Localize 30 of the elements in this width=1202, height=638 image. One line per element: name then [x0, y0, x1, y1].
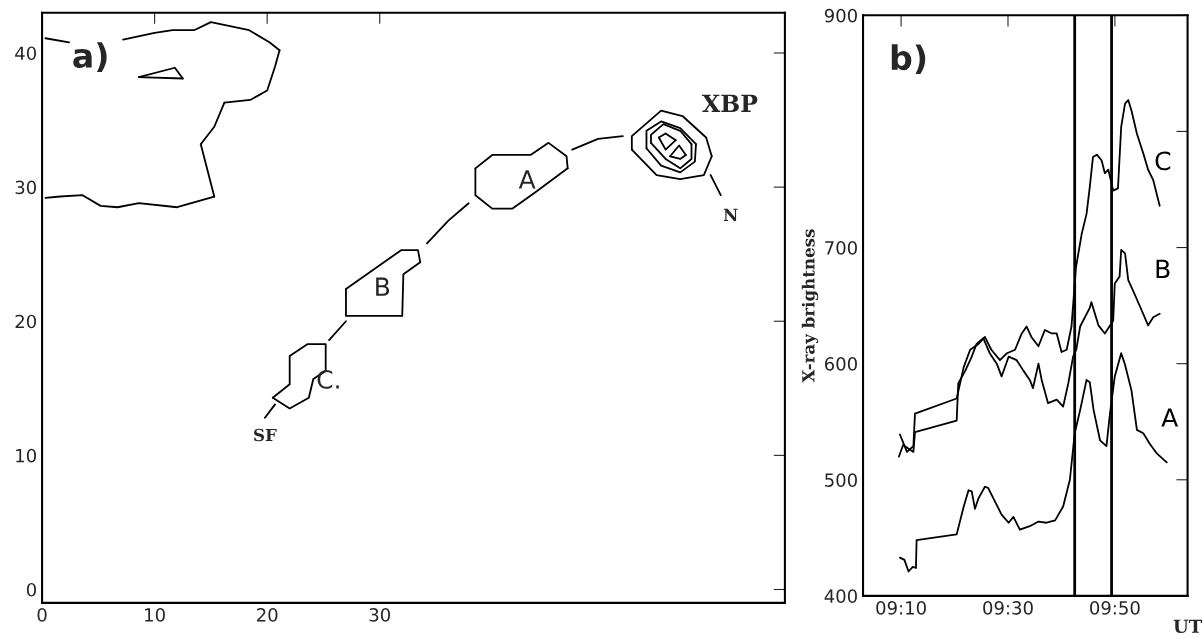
y-tick-label: 900	[824, 8, 857, 23]
annotation: SF	[254, 428, 277, 442]
y-tick-label: 400	[824, 589, 857, 604]
y-tick-label: 500	[825, 473, 857, 487]
annotation: B	[376, 277, 390, 296]
series-label: C	[1155, 151, 1171, 171]
annotation: A	[518, 170, 536, 189]
x-tick-label: 09:30	[983, 601, 1033, 615]
annotation: N	[723, 208, 738, 221]
y-tick-label: 700	[825, 241, 857, 255]
annotation: C.	[317, 369, 339, 389]
annotation: XBP	[702, 94, 758, 112]
x-tick-label: 10	[145, 608, 165, 622]
x-axis-title: UT	[1173, 619, 1202, 634]
x-tick-label: 30	[369, 608, 391, 622]
y-axis-title: X-ray brightness	[801, 229, 819, 383]
annotation: a)	[73, 42, 107, 72]
x-tick-label: 20	[257, 608, 278, 622]
y-tick-label: 10	[16, 448, 37, 463]
y-tick-label: 30	[15, 180, 37, 195]
series-label: A	[1161, 408, 1179, 427]
y-tick-label: 40	[15, 46, 37, 61]
y-tick-label: 0	[26, 582, 37, 597]
x-tick-label: 09:10	[876, 601, 926, 615]
y-tick-label: 20	[15, 314, 37, 329]
annotation: b)	[891, 44, 926, 75]
x-tick-label: 09:50	[1090, 601, 1140, 615]
series-label: B	[1156, 259, 1170, 278]
x-tick-label: 0	[37, 608, 47, 622]
y-tick-label: 600	[824, 357, 857, 371]
